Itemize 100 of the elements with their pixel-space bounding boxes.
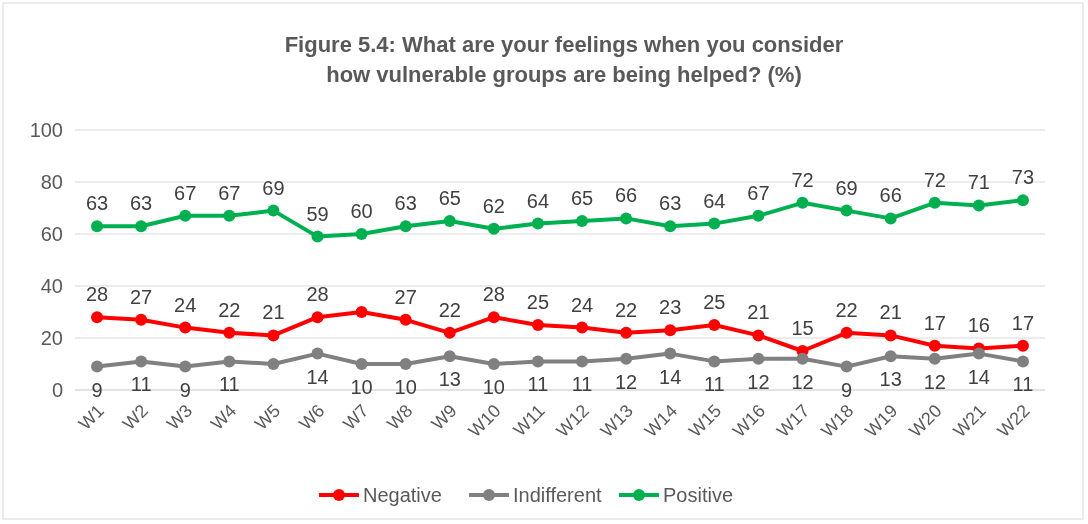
point — [928, 196, 941, 209]
point — [884, 350, 897, 363]
point — [620, 212, 633, 225]
point — [311, 230, 324, 243]
point — [664, 347, 677, 360]
data-label: 67 — [747, 181, 770, 204]
point — [443, 215, 456, 227]
data-label: 27 — [394, 285, 417, 308]
data-label: 24 — [174, 293, 197, 316]
point — [135, 313, 148, 326]
data-label: 11 — [571, 373, 593, 396]
point — [1016, 339, 1029, 352]
data-label: 62 — [482, 194, 505, 217]
point — [443, 326, 456, 339]
data-label: 71 — [967, 171, 990, 194]
point — [664, 220, 677, 233]
point — [840, 204, 853, 217]
x-tick-label: W3 — [162, 400, 197, 434]
data-label: 9 — [841, 378, 853, 401]
point — [664, 324, 677, 337]
point — [267, 329, 280, 342]
data-label: 12 — [923, 370, 946, 393]
data-label: 28 — [85, 283, 109, 306]
point — [311, 311, 324, 324]
data-label: 28 — [482, 283, 505, 306]
data-label: 21 — [262, 301, 285, 324]
point — [796, 352, 809, 365]
y-tick-label: 60 — [40, 223, 63, 245]
data-label: 11 — [218, 373, 240, 396]
data-label: 14 — [306, 365, 329, 388]
data-label: 17 — [923, 311, 946, 334]
data-label: 10 — [482, 376, 505, 398]
y-tick-label: 40 — [40, 275, 63, 297]
point — [972, 347, 985, 360]
point — [708, 355, 721, 368]
data-label: 59 — [306, 202, 329, 225]
data-label: 11 — [527, 373, 549, 396]
point — [1016, 355, 1029, 368]
point — [487, 311, 500, 324]
chart-title: Figure 5.4: What are your feelings when you consider how vulnerable groups are being helped? (%) — [284, 32, 844, 87]
data-label: 65 — [438, 187, 461, 209]
point — [267, 204, 280, 217]
legend-label: Positive — [663, 484, 734, 506]
legend-label: Indifferent — [513, 484, 603, 506]
data-label: 25 — [526, 291, 550, 313]
x-tick-label: W1 — [74, 400, 108, 434]
data-label: 22 — [615, 298, 638, 321]
data-label: 12 — [615, 370, 638, 393]
data-label: 63 — [394, 192, 417, 215]
y-tick-label: 0 — [51, 379, 63, 401]
point — [399, 220, 412, 233]
data-label: 12 — [791, 370, 814, 393]
data-label: 22 — [218, 298, 241, 321]
data-label: 22 — [438, 298, 461, 321]
data-label: 25 — [703, 291, 726, 313]
point — [487, 358, 500, 370]
data-label: 72 — [923, 168, 946, 191]
point — [928, 352, 941, 365]
x-tick-label: W4 — [206, 400, 241, 434]
data-label: 23 — [659, 296, 682, 319]
data-label: 67 — [218, 181, 241, 204]
data-label: 14 — [659, 365, 682, 388]
data-label: 13 — [879, 368, 902, 391]
point — [179, 360, 192, 373]
data-label: 60 — [350, 200, 373, 222]
data-label: 67 — [174, 181, 197, 204]
data-label: 14 — [967, 365, 990, 388]
point — [972, 199, 985, 212]
point — [487, 222, 500, 235]
point — [179, 209, 192, 222]
x-tick-label: W7 — [339, 400, 373, 434]
data-label: 21 — [879, 301, 902, 324]
point — [620, 326, 633, 339]
data-label: 63 — [659, 192, 682, 215]
point — [135, 220, 148, 233]
data-label: 22 — [835, 298, 858, 321]
data-label: 66 — [879, 184, 902, 207]
point — [267, 358, 280, 370]
point — [223, 355, 236, 368]
point — [355, 228, 368, 240]
point — [531, 217, 544, 230]
data-label: 28 — [306, 283, 329, 306]
point — [620, 352, 633, 365]
data-label: 11 — [703, 373, 725, 396]
x-tick-label: W2 — [118, 400, 152, 434]
point — [840, 360, 853, 373]
data-label: 24 — [570, 293, 594, 316]
point — [223, 209, 236, 222]
data-label: 17 — [1011, 311, 1035, 334]
data-label: 63 — [130, 192, 153, 215]
data-label: 27 — [130, 285, 153, 308]
point — [576, 355, 589, 368]
point — [576, 215, 589, 227]
data-label: 21 — [747, 301, 770, 324]
y-tick-label: 100 — [29, 119, 63, 141]
x-tick-label: W11 — [509, 400, 549, 441]
point — [135, 355, 148, 368]
data-label: 65 — [570, 187, 594, 209]
point — [752, 352, 765, 365]
point — [91, 311, 104, 324]
